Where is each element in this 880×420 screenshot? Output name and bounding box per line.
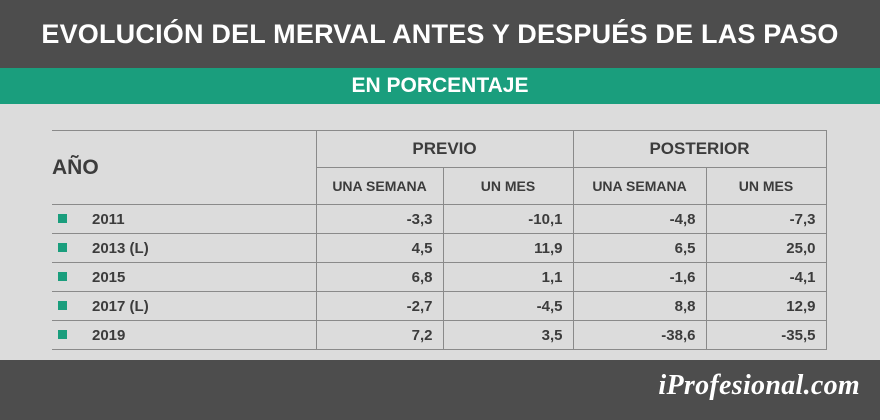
value-cell: 11,9 — [442, 233, 573, 263]
value-cell: 6,5 — [572, 233, 706, 263]
value-cell: -1,6 — [572, 262, 706, 292]
group-header-previo: PREVIO — [315, 130, 573, 168]
table-body: 2011 -3,3 -10,1 -4,8 -7,3 2013 (L) 4,5 11,9 6,5 2… — [52, 204, 827, 350]
value-cell: -2,7 — [315, 291, 443, 321]
year-label: 2019 — [92, 326, 126, 344]
year-cell: 2011 — [52, 204, 316, 234]
subheader-previo-una-semana: UNA SEMANA — [315, 167, 443, 205]
value-cell: -4,8 — [572, 204, 706, 234]
table-row: 2013 (L) 4,5 11,9 6,5 25,0 — [52, 233, 827, 263]
year-cell: 2015 — [52, 262, 316, 292]
table-row: 2015 6,8 1,1 -1,6 -4,1 — [52, 262, 827, 292]
group-header-posterior: POSTERIOR — [572, 130, 827, 168]
value-cell: -35,5 — [705, 320, 827, 350]
value-cell: 3,5 — [442, 320, 573, 350]
square-bullet-icon — [58, 213, 67, 223]
value-cell: -38,6 — [572, 320, 706, 350]
value-cell: 6,8 — [315, 262, 443, 292]
table-row: 2011 -3,3 -10,1 -4,8 -7,3 — [52, 204, 827, 234]
header-bar: EVOLUCIÓN DEL MERVAL ANTES Y DESPUÉS DE … — [0, 0, 880, 68]
square-bullet-icon — [58, 242, 67, 252]
value-cell: 8,8 — [572, 291, 706, 321]
subtitle-bar: EN PORCENTAJE — [0, 68, 880, 104]
subheader-posterior-una-semana: UNA SEMANA — [572, 167, 706, 205]
subheader-posterior-un-mes: UN MES — [705, 167, 827, 205]
value-cell: 1,1 — [442, 262, 573, 292]
value-cell: -4,5 — [442, 291, 573, 321]
subheader-previo-un-mes: UN MES — [442, 167, 573, 205]
brand-logo: iProfesional.com — [658, 370, 860, 401]
value-cell: -7,3 — [705, 204, 827, 234]
year-cell: 2013 (L) — [52, 233, 316, 263]
value-cell: -10,1 — [442, 204, 573, 234]
value-cell: -3,3 — [315, 204, 443, 234]
value-cell: 25,0 — [705, 233, 827, 263]
table-row: 2017 (L) -2,7 -4,5 8,8 12,9 — [52, 291, 827, 321]
value-cell: 4,5 — [315, 233, 443, 263]
merval-table: AÑO PREVIO POSTERIOR UNA SEMANA UN MES U… — [52, 130, 827, 350]
table-row: 2019 7,2 3,5 -38,6 -35,5 — [52, 320, 827, 350]
square-bullet-icon — [58, 271, 67, 281]
year-label: 2017 (L) — [92, 297, 149, 315]
year-cell: 2017 (L) — [52, 291, 316, 321]
square-bullet-icon — [58, 329, 67, 339]
square-bullet-icon — [58, 300, 67, 310]
year-label: 2013 (L) — [92, 239, 149, 257]
value-cell: -4,1 — [705, 262, 827, 292]
year-label: 2015 — [92, 268, 126, 286]
year-label: 2011 — [92, 210, 125, 228]
year-cell: 2019 — [52, 320, 316, 350]
table-area: AÑO PREVIO POSTERIOR UNA SEMANA UN MES U… — [0, 104, 880, 360]
page-title: EVOLUCIÓN DEL MERVAL ANTES Y DESPUÉS DE … — [41, 18, 839, 49]
page-subtitle: EN PORCENTAJE — [351, 74, 529, 97]
value-cell: 7,2 — [315, 320, 443, 350]
year-column-header: AÑO — [52, 130, 316, 205]
value-cell: 12,9 — [705, 291, 827, 321]
footer-bar: iProfesional.com — [0, 360, 880, 420]
